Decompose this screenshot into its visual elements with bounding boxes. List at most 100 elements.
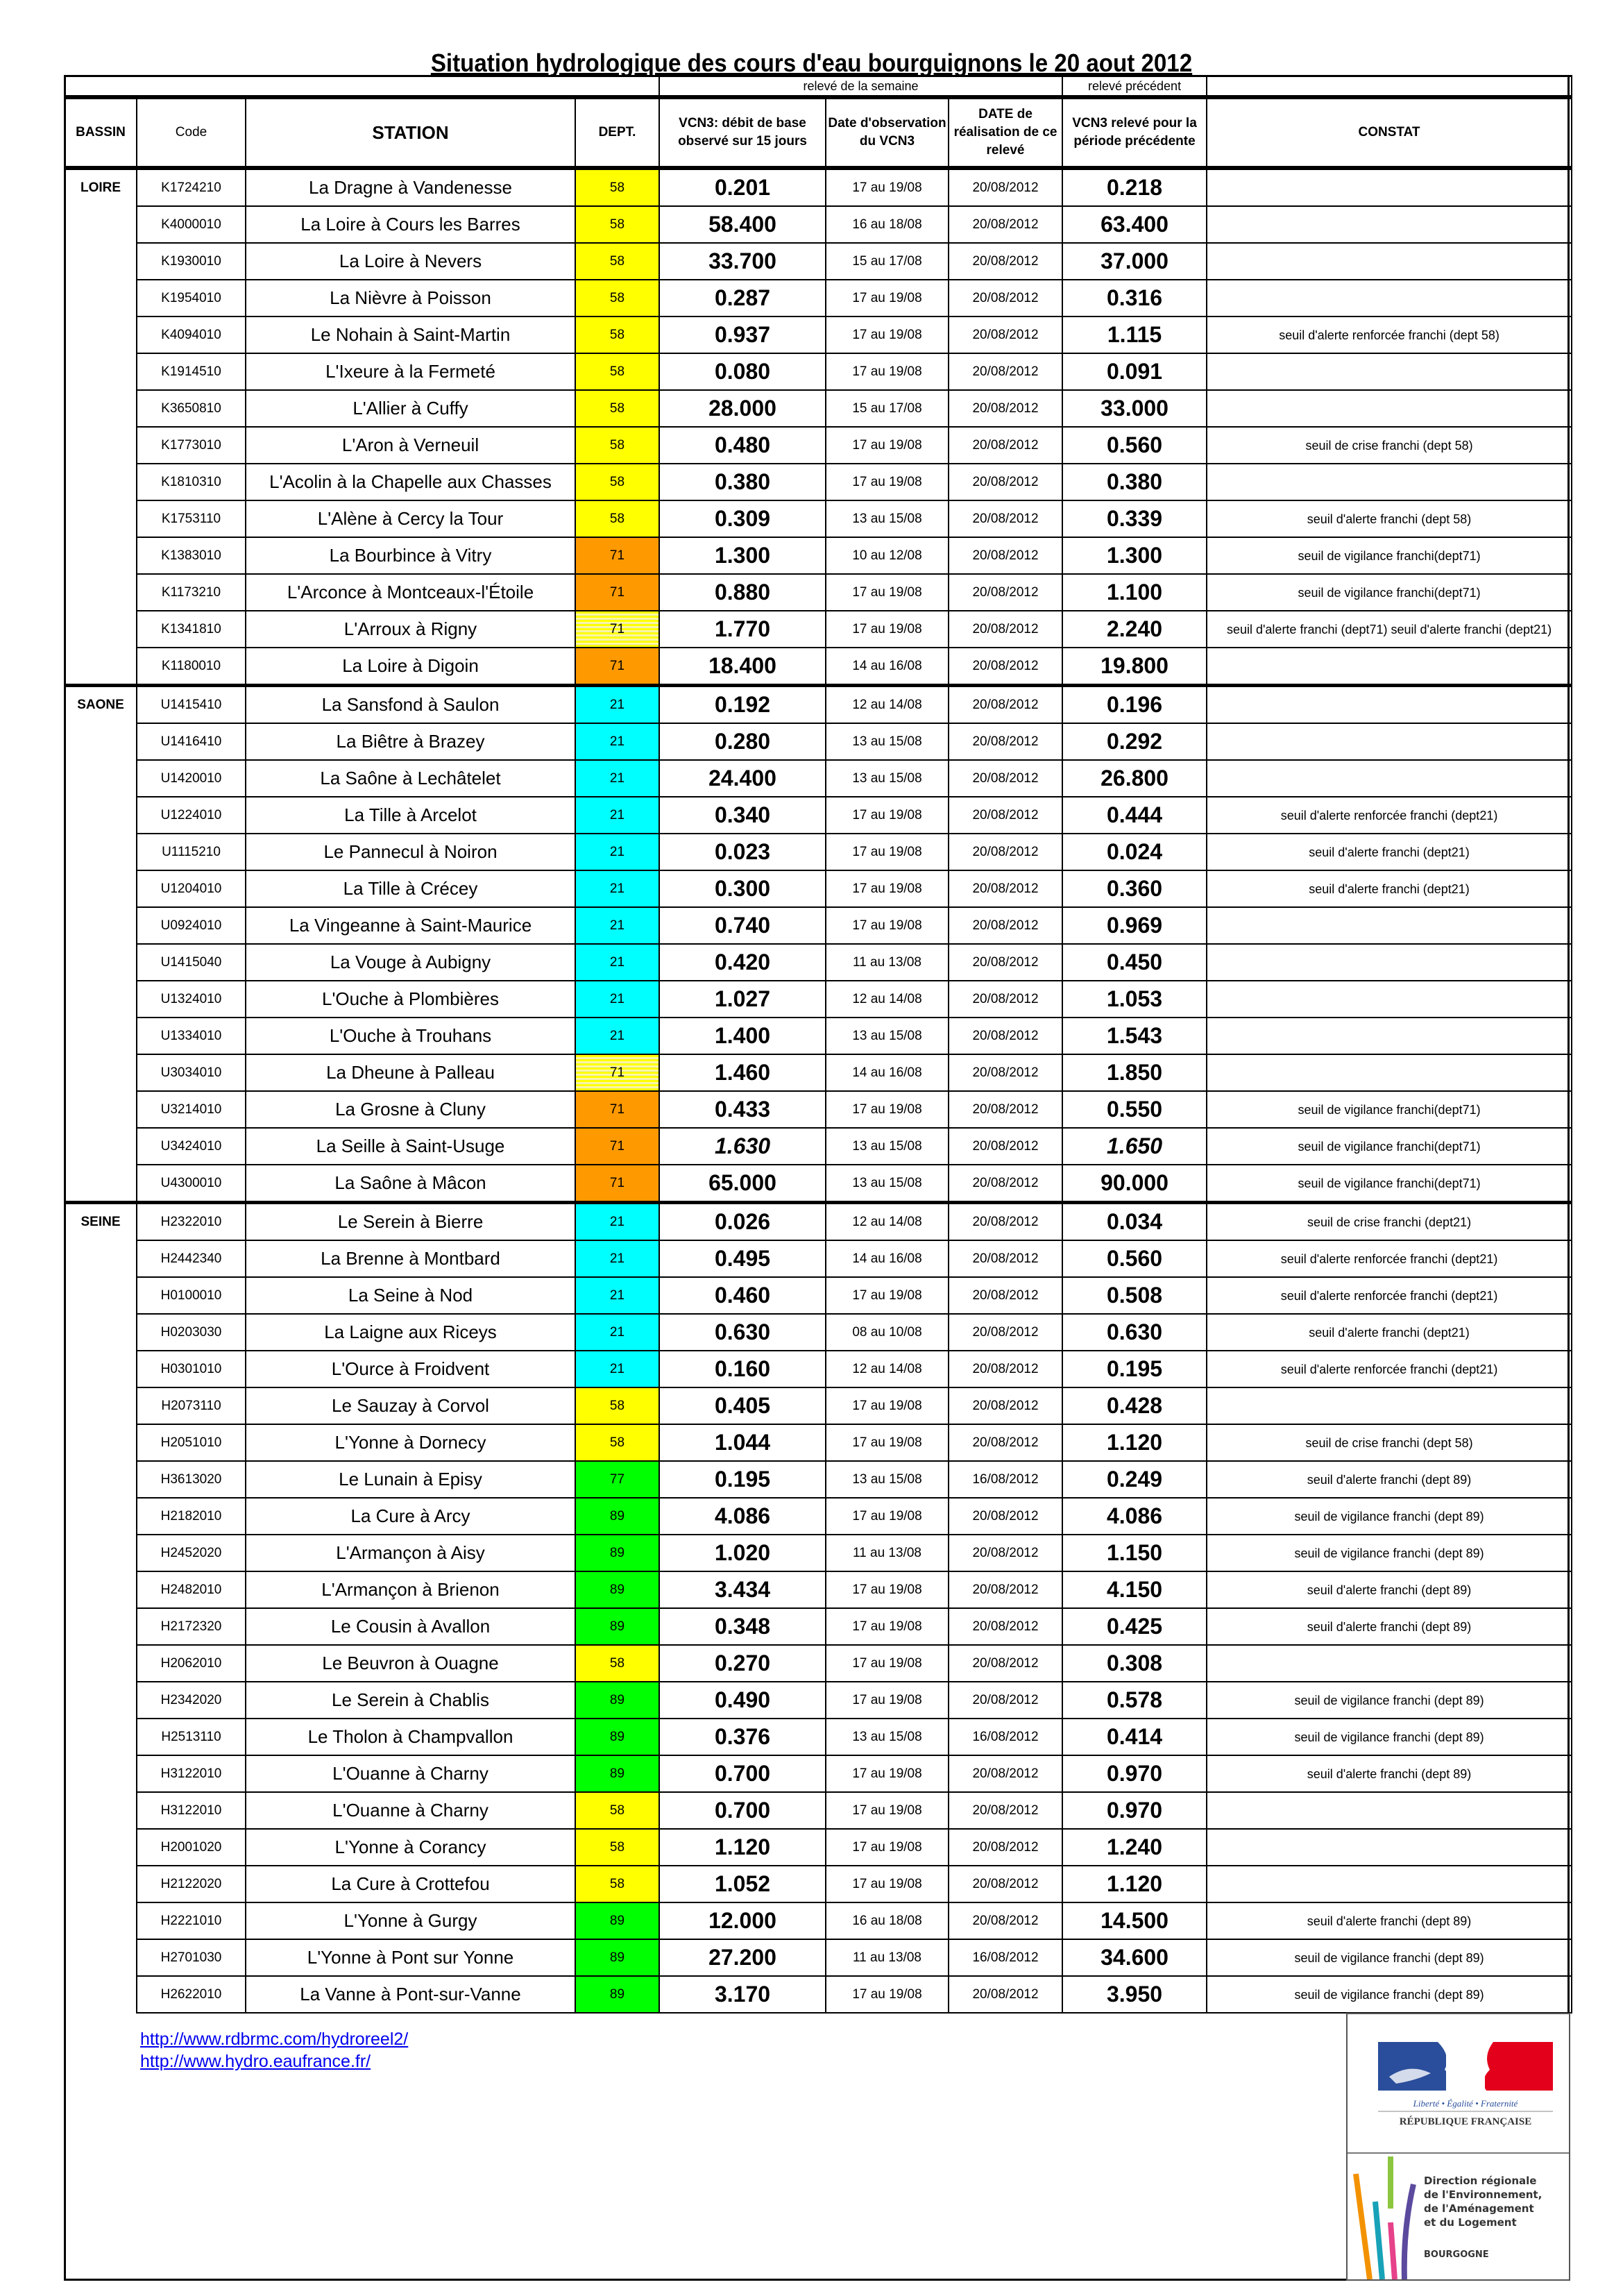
date-obs-cell: 17 au 19/08 <box>825 610 949 648</box>
header-bassin: BASSIN <box>64 95 137 170</box>
station-cell: La Vingeanne à Saint-Maurice <box>245 906 576 945</box>
station-cell: La Dragne à Vandenesse <box>245 166 576 207</box>
bassin-cell <box>64 1645 137 1682</box>
vcn3-cell: 0.160 <box>658 1350 826 1388</box>
vcn3-cell: 1.630 <box>658 1127 826 1165</box>
date-real-cell: 20/08/2012 <box>947 870 1064 908</box>
table-row: K4094010 Le Nohain à Saint-Martin 58 0.937 1… <box>64 316 1573 354</box>
constat-cell: seuil de vigilance franchi (dept 89) <box>1206 1939 1573 1977</box>
code-cell: H0203030 <box>136 1313 246 1351</box>
bassin-cell <box>64 464 137 500</box>
date-obs-cell: 16 au 18/08 <box>825 1902 949 1940</box>
date-real-cell: 20/08/2012 <box>947 166 1064 207</box>
vcn3-cell: 0.280 <box>658 723 826 761</box>
flag-red <box>1485 2042 1553 2091</box>
constat-cell <box>1206 353 1573 391</box>
table-row: K1914510 L'Ixeure à la Fermeté 58 0.080 17 a… <box>64 353 1573 391</box>
constat-cell: seuil d'alerte renforcée franchi (dept21… <box>1206 1350 1573 1388</box>
vcn3-prev-cell: 0.550 <box>1062 1090 1208 1129</box>
station-cell: Le Serein à Bierre <box>245 1201 576 1241</box>
station-cell: Le Cousin à Avallon <box>245 1607 576 1646</box>
constat-cell: seuil de crise franchi (dept21) <box>1206 1201 1573 1241</box>
dept-cell: 58 <box>575 353 660 391</box>
constat-cell: seuil d'alerte franchi (dept 89) <box>1206 1902 1573 1940</box>
dept-cell: 58 <box>575 1387 660 1425</box>
code-cell: K1930010 <box>136 242 246 280</box>
dept-cell: 58 <box>575 1828 660 1866</box>
date-real-cell: 20/08/2012 <box>947 1534 1064 1572</box>
date-obs-cell: 14 au 16/08 <box>825 647 949 686</box>
constat-cell: seuil de vigilance franchi (dept 89) <box>1206 1497 1573 1535</box>
link-hydro-eaufrance[interactable]: http://www.hydro.eaufrance.fr/ <box>140 2052 371 2071</box>
header-station: STATION <box>245 95 576 170</box>
table-row: U1224010 La Tille à Arcelot 21 0.340 17 au 1… <box>64 796 1573 834</box>
constat-cell: seuil de vigilance franchi(dept71) <box>1206 1164 1573 1204</box>
station-cell: L'Ouanne à Charny <box>245 1791 576 1830</box>
date-obs-cell: 17 au 19/08 <box>825 1865 949 1903</box>
vcn3-prev-cell: 34.600 <box>1062 1939 1208 1977</box>
date-obs-cell: 16 au 18/08 <box>825 205 949 244</box>
bassin-cell <box>64 1498 137 1535</box>
group-header-current: relevé de la semaine <box>658 75 1064 98</box>
station-cell: L'Armançon à Brienon <box>245 1571 576 1609</box>
bassin-cell <box>64 1719 137 1755</box>
code-cell: K1173210 <box>136 573 246 611</box>
code-cell: K4000010 <box>136 205 246 244</box>
date-obs-cell: 08 au 10/08 <box>825 1313 949 1351</box>
table-row: H2073110 Le Sauzay à Corvol 58 0.405 17 au 1… <box>64 1387 1573 1425</box>
table-row: K4000010 La Loire à Cours les Barres 58 58.… <box>64 205 1573 244</box>
links: http://www.rdbrmc.com/hydroreel2/ http:/… <box>140 2028 408 2073</box>
station-cell: Le Beuvron à Ouagne <box>245 1644 576 1682</box>
vcn3-prev-cell: 63.400 <box>1062 205 1208 244</box>
vcn3-prev-cell: 1.120 <box>1062 1424 1208 1462</box>
constat-cell: seuil d'alerte franchi (dept 89) <box>1206 1460 1573 1499</box>
table-row: U3424010 La Seille à Saint-Usuge 71 1.630 13… <box>64 1127 1573 1165</box>
table-row: LOIRE K1724210 La Dragne à Vandenesse 58 0.2… <box>64 166 1573 207</box>
code-cell: K1914510 <box>136 353 246 391</box>
bassin-cell <box>64 353 137 390</box>
bassin-cell <box>64 760 137 797</box>
table-row: H2513110 Le Tholon à Champvallon 89 0.376 13… <box>64 1718 1573 1756</box>
date-real-cell: 20/08/2012 <box>947 1607 1064 1646</box>
date-obs-cell: 17 au 19/08 <box>825 573 949 611</box>
republique-francaise-logo: Liberté • Égalité • Fraternité RÉPUBLIQU… <box>1348 2042 1569 2280</box>
date-obs-cell: 13 au 15/08 <box>825 500 949 538</box>
table-row: K1810310 L'Acolin à la Chapelle aux Chass… <box>64 463 1573 501</box>
vcn3-prev-cell: 1.300 <box>1062 537 1208 575</box>
station-cell: La Loire à Digoin <box>245 647 576 686</box>
constat-cell <box>1206 1644 1573 1682</box>
table-row: K1383010 La Bourbince à Vitry 71 1.300 10 au… <box>64 537 1573 575</box>
code-cell: U1115210 <box>136 833 246 871</box>
station-cell: L'Yonne à Corancy <box>245 1828 576 1866</box>
constat-cell <box>1206 684 1573 724</box>
vcn3-prev-cell: 0.970 <box>1062 1755 1208 1793</box>
station-cell: La Vanne à Pont-sur-Vanne <box>245 1975 576 2014</box>
table-row: U3034010 La Dheune à Palleau 71 1.460 14 au … <box>64 1054 1573 1092</box>
code-cell: U3214010 <box>136 1090 246 1129</box>
constat-cell <box>1206 1054 1573 1092</box>
constat-cell <box>1206 279 1573 317</box>
vcn3-cell: 0.700 <box>658 1755 826 1793</box>
header-vcn3-prev: VCN3 relevé pour la période précédente <box>1062 95 1208 170</box>
dept-cell: 21 <box>575 1313 660 1351</box>
bassin-cell <box>64 870 137 907</box>
dept-cell: 58 <box>575 389 660 428</box>
code-cell: H2322010 <box>136 1201 246 1241</box>
vcn3-cell: 1.120 <box>658 1828 826 1866</box>
station-cell: L'Ource à Froidvent <box>245 1350 576 1388</box>
vcn3-prev-cell: 0.969 <box>1062 906 1208 945</box>
dept-cell: 21 <box>575 980 660 1018</box>
date-real-cell: 20/08/2012 <box>947 906 1064 945</box>
link-rdbrmc[interactable]: http://www.rdbrmc.com/hydroreel2/ <box>140 2029 409 2049</box>
table-row: H2051010 L'Yonne à Dornecy 58 1.044 17 au 19… <box>64 1424 1573 1462</box>
code-cell: H2062010 <box>136 1644 246 1682</box>
code-cell: H2442340 <box>136 1240 246 1278</box>
vcn3-prev-cell: 0.630 <box>1062 1313 1208 1351</box>
dept-cell: 89 <box>575 1607 660 1646</box>
date-real-cell: 20/08/2012 <box>947 1497 1064 1535</box>
station-cell: Le Pannecul à Noiron <box>245 833 576 871</box>
date-real-cell: 20/08/2012 <box>947 389 1064 428</box>
vcn3-cell: 12.000 <box>658 1902 826 1940</box>
station-cell: La Saône à Mâcon <box>245 1164 576 1204</box>
dept-cell: 71 <box>575 1090 660 1129</box>
